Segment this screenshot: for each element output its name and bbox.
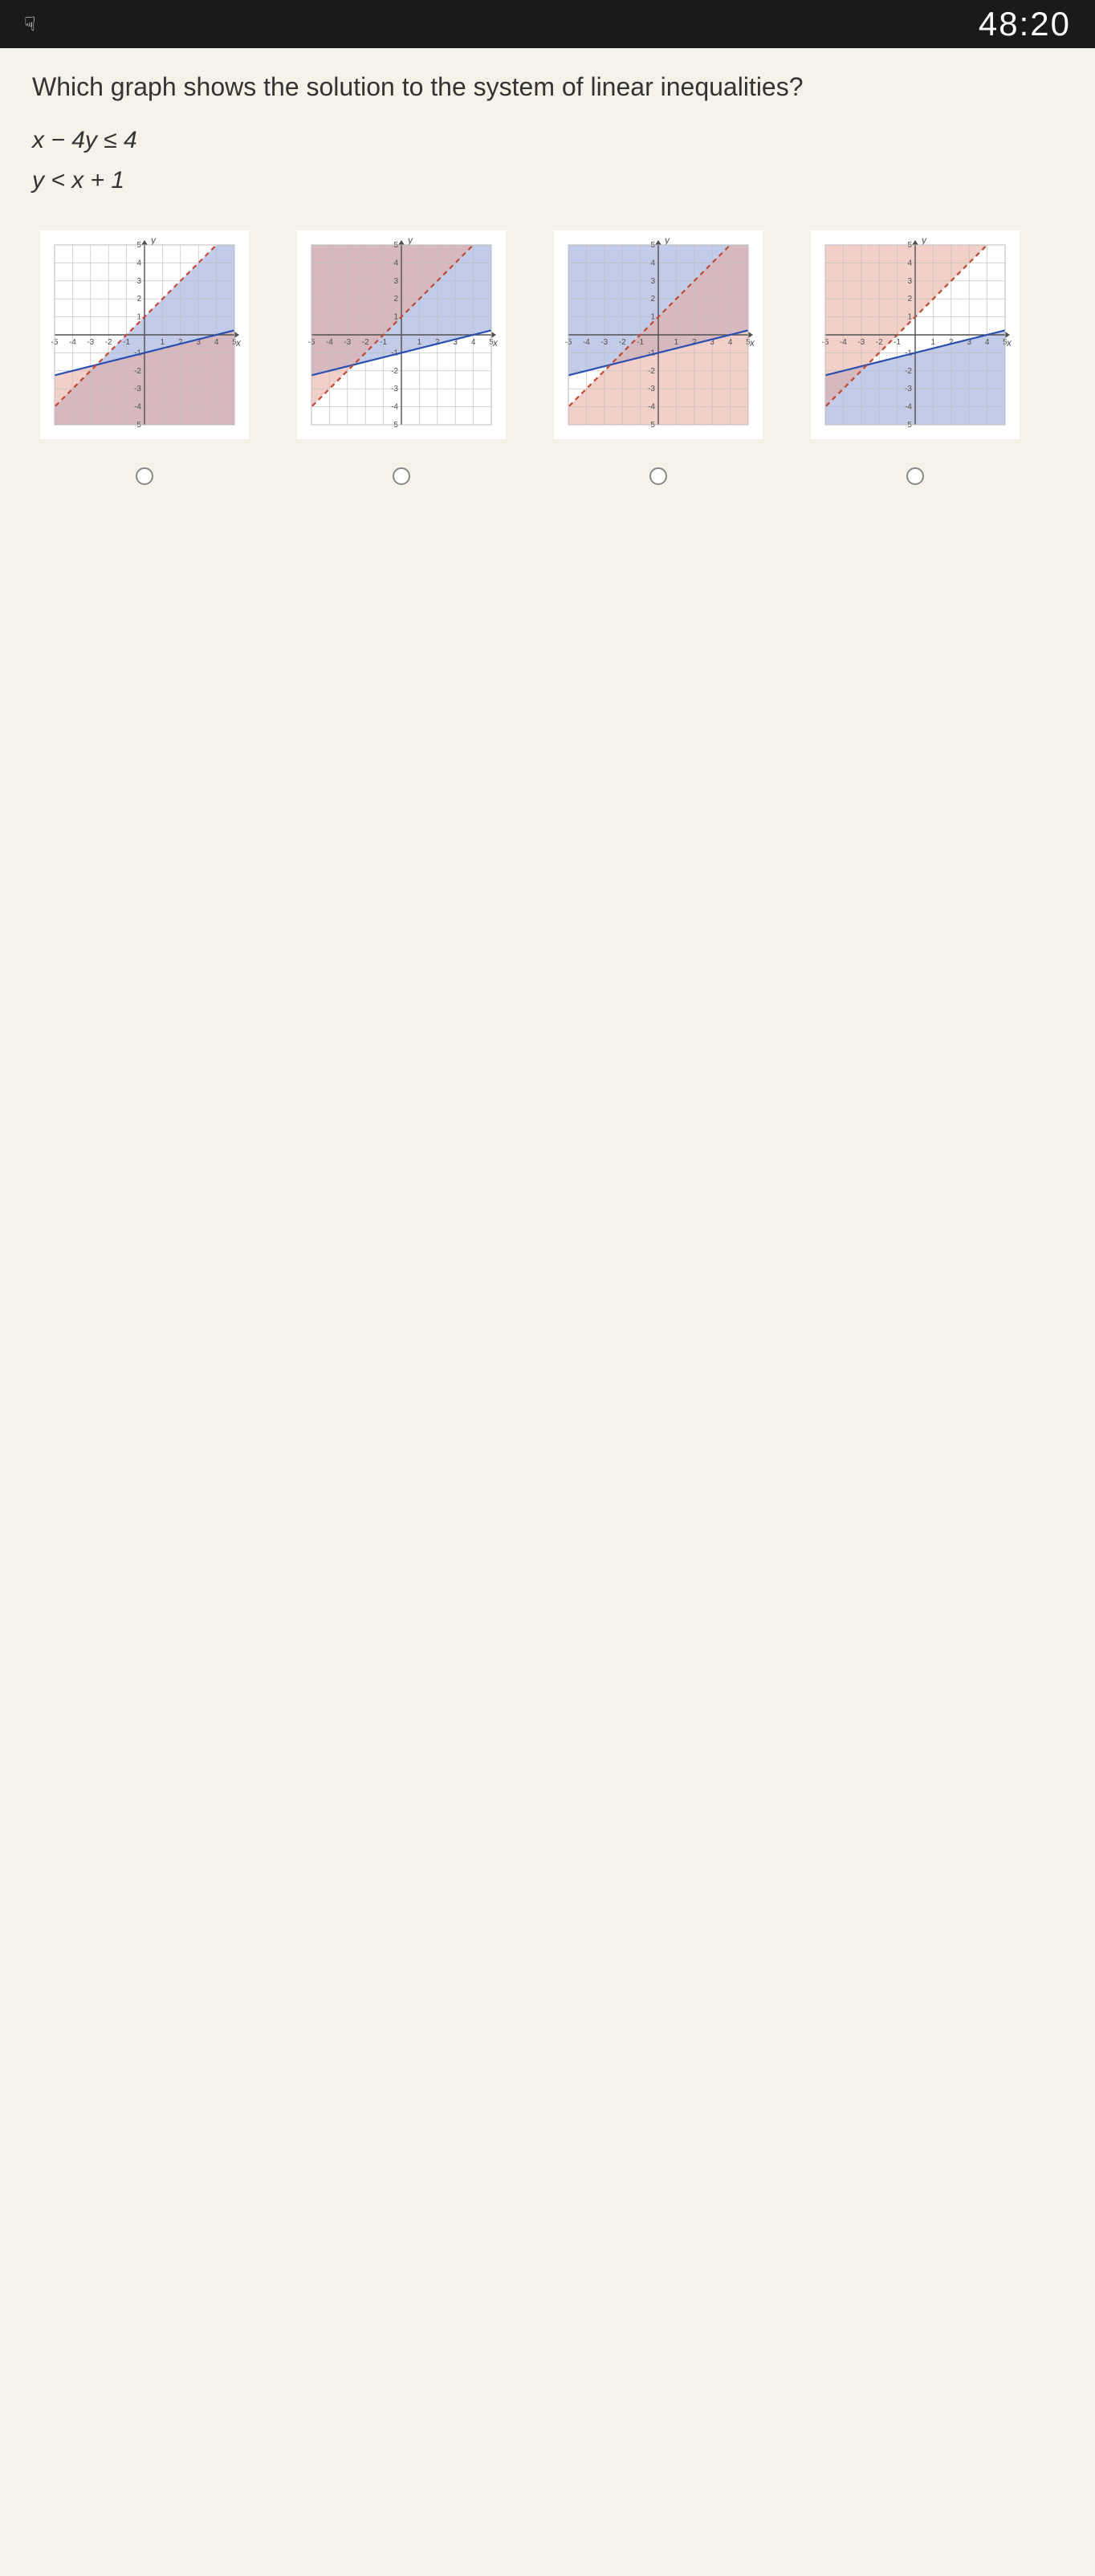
svg-text:-4: -4 bbox=[905, 403, 912, 412]
svg-text:-4: -4 bbox=[326, 338, 333, 347]
svg-text:2: 2 bbox=[907, 295, 912, 304]
svg-text:4: 4 bbox=[214, 338, 219, 347]
svg-text:1: 1 bbox=[674, 338, 679, 347]
svg-text:4: 4 bbox=[393, 259, 398, 267]
graphs-row: -5-5-4-4-3-3-2-2-1-11122334455xy -5-5-4-… bbox=[32, 230, 1063, 485]
svg-text:-4: -4 bbox=[583, 338, 590, 347]
inequality-1: x − 4y ≤ 4 bbox=[32, 122, 1063, 158]
svg-text:1: 1 bbox=[417, 338, 422, 347]
svg-text:-3: -3 bbox=[857, 338, 865, 347]
svg-text:x: x bbox=[749, 337, 755, 348]
svg-text:-2: -2 bbox=[391, 367, 398, 376]
svg-text:2: 2 bbox=[136, 295, 141, 304]
svg-text:-4: -4 bbox=[391, 403, 398, 412]
svg-text:y: y bbox=[921, 234, 927, 246]
svg-text:-2: -2 bbox=[648, 367, 655, 376]
svg-text:-4: -4 bbox=[840, 338, 847, 347]
svg-text:-3: -3 bbox=[600, 338, 608, 347]
svg-text:x: x bbox=[1006, 337, 1012, 348]
question-prompt: Which graph shows the solution to the sy… bbox=[32, 72, 1063, 102]
svg-text:-2: -2 bbox=[105, 338, 112, 347]
graph-1: -5-5-4-4-3-3-2-2-1-11122334455xy bbox=[40, 230, 249, 439]
svg-text:-3: -3 bbox=[905, 385, 912, 393]
svg-text:x: x bbox=[492, 337, 499, 348]
svg-text:4: 4 bbox=[728, 338, 733, 347]
content-area: Which graph shows the solution to the sy… bbox=[0, 48, 1095, 501]
svg-text:x: x bbox=[235, 337, 242, 348]
timer-display: 48:20 bbox=[979, 5, 1071, 43]
svg-text:2: 2 bbox=[650, 295, 655, 304]
svg-text:-4: -4 bbox=[69, 338, 76, 347]
svg-text:-3: -3 bbox=[648, 385, 655, 393]
radio-4[interactable] bbox=[906, 467, 924, 485]
svg-text:y: y bbox=[407, 234, 413, 246]
svg-text:-1: -1 bbox=[894, 338, 901, 347]
svg-text:3: 3 bbox=[650, 277, 655, 286]
svg-text:4: 4 bbox=[907, 259, 912, 267]
svg-text:1: 1 bbox=[161, 338, 165, 347]
svg-text:-1: -1 bbox=[123, 338, 130, 347]
option-3[interactable]: -5-5-4-4-3-3-2-2-1-11122334455xy bbox=[554, 230, 763, 485]
svg-text:-2: -2 bbox=[619, 338, 626, 347]
radio-3[interactable] bbox=[649, 467, 667, 485]
svg-text:-2: -2 bbox=[905, 367, 912, 376]
svg-text:1: 1 bbox=[650, 313, 655, 322]
svg-text:-3: -3 bbox=[344, 338, 351, 347]
option-1[interactable]: -5-5-4-4-3-3-2-2-1-11122334455xy bbox=[40, 230, 249, 485]
svg-text:3: 3 bbox=[393, 277, 398, 286]
svg-text:4: 4 bbox=[985, 338, 990, 347]
inequalities-block: x − 4y ≤ 4 y < x + 1 bbox=[32, 122, 1063, 198]
top-bar: ☟ 48:20 bbox=[0, 0, 1095, 48]
svg-text:-3: -3 bbox=[87, 338, 94, 347]
svg-text:3: 3 bbox=[136, 277, 141, 286]
svg-text:3: 3 bbox=[907, 277, 912, 286]
inequality-2: y < x + 1 bbox=[32, 162, 1063, 198]
svg-text:4: 4 bbox=[650, 259, 655, 267]
svg-text:-4: -4 bbox=[134, 403, 141, 412]
svg-text:4: 4 bbox=[136, 259, 141, 267]
graph-3: -5-5-4-4-3-3-2-2-1-11122334455xy bbox=[554, 230, 763, 439]
radio-2[interactable] bbox=[393, 467, 410, 485]
svg-text:2: 2 bbox=[393, 295, 398, 304]
svg-text:-2: -2 bbox=[876, 338, 883, 347]
option-4[interactable]: -5-5-4-4-3-3-2-2-1-11122334455xy bbox=[811, 230, 1020, 485]
graph-4: -5-5-4-4-3-3-2-2-1-11122334455xy bbox=[811, 230, 1020, 439]
svg-text:-4: -4 bbox=[648, 403, 655, 412]
graph-2: -5-5-4-4-3-3-2-2-1-11122334455xy bbox=[297, 230, 506, 439]
svg-text:-1: -1 bbox=[637, 338, 644, 347]
radio-1[interactable] bbox=[136, 467, 153, 485]
svg-text:-1: -1 bbox=[380, 338, 387, 347]
svg-text:4: 4 bbox=[471, 338, 476, 347]
hand-icon: ☟ bbox=[24, 13, 36, 36]
option-2[interactable]: -5-5-4-4-3-3-2-2-1-11122334455xy bbox=[297, 230, 506, 485]
svg-text:-3: -3 bbox=[391, 385, 398, 393]
svg-text:-2: -2 bbox=[362, 338, 369, 347]
svg-text:1: 1 bbox=[931, 338, 936, 347]
svg-text:1: 1 bbox=[393, 313, 398, 322]
svg-text:y: y bbox=[150, 234, 157, 246]
svg-text:-2: -2 bbox=[134, 367, 141, 376]
svg-text:y: y bbox=[664, 234, 670, 246]
svg-text:-3: -3 bbox=[134, 385, 141, 393]
svg-text:1: 1 bbox=[136, 313, 141, 322]
svg-text:1: 1 bbox=[907, 313, 912, 322]
